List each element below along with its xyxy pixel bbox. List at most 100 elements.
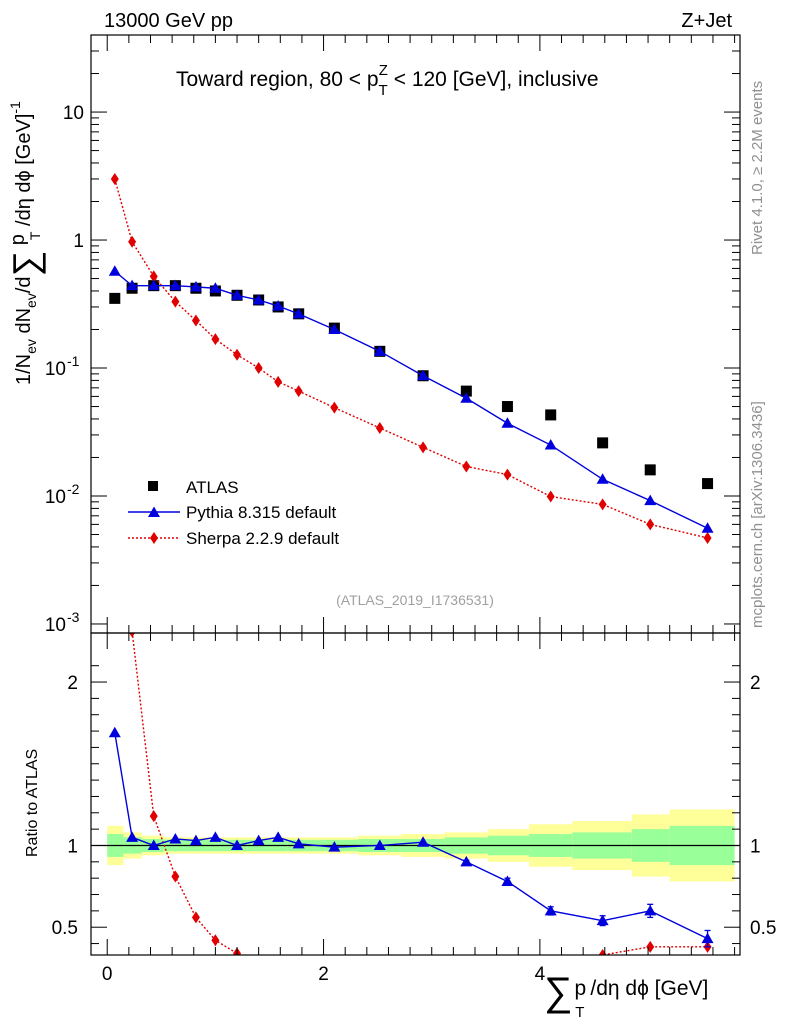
sherpa-ratio-point	[462, 960, 470, 972]
atlas-point	[545, 409, 557, 421]
pythia-ratio-point	[460, 855, 473, 867]
sherpa-point	[503, 468, 512, 481]
sherpa-point	[254, 362, 263, 375]
legend-atlas-marker	[148, 481, 158, 491]
pythia-ratio-point	[126, 831, 139, 842]
ratio-ytick-label: 2	[67, 673, 78, 694]
pythia-point	[328, 323, 341, 334]
sherpa-point	[149, 270, 158, 283]
pythia-point	[501, 417, 514, 428]
sherpa-ratio-point	[330, 964, 338, 976]
pythia-point	[272, 300, 285, 311]
xtick-label: 4	[535, 964, 546, 985]
ratio-series	[108, 633, 714, 976]
sherpa-ratio-point	[274, 960, 282, 972]
atlas-point	[644, 464, 656, 476]
pythia-ratio-point	[169, 832, 182, 844]
sherpa-point	[274, 375, 283, 388]
pythia-point	[544, 439, 557, 450]
pythia-ratio-point	[701, 932, 714, 944]
energy-label: 13000 GeV pp	[104, 10, 233, 32]
pythia-point	[644, 494, 657, 506]
atlas-point	[109, 292, 121, 304]
sherpa-ratio-point	[295, 962, 303, 974]
sherpa-point	[233, 348, 242, 361]
sherpa-point	[546, 490, 555, 503]
pythia-ratio-point	[644, 904, 657, 916]
legend-sherpa-label: Sherpa 2.2.9 default	[186, 529, 339, 548]
sherpa-ratio-point	[191, 911, 200, 924]
sherpa-ratio-point	[129, 633, 136, 638]
sherpa-point	[419, 441, 428, 454]
sherpa-point	[330, 401, 339, 414]
process-label: Z+Jet	[681, 10, 732, 32]
pythia-ratio-point	[231, 839, 244, 850]
ratio-panel-frame	[90, 632, 741, 956]
main-ylabel: 1/Nev dNev/d∑ pT /dη dϕ [GeV]-1	[5, 101, 46, 385]
pythia-point	[126, 279, 139, 291]
sherpa-point	[171, 295, 180, 308]
pythia-point	[147, 279, 160, 291]
main-ytick-exponent: -3	[67, 609, 80, 625]
pythia-point	[701, 522, 714, 533]
sherpa-point	[598, 498, 607, 511]
legend-pythia-marker	[148, 506, 160, 517]
ratio-ytick-label: 0.5	[52, 918, 78, 939]
pythia-ratio-point	[189, 834, 202, 846]
main-ytick-label: 10	[45, 487, 66, 508]
pythia-ratio-point	[292, 837, 305, 849]
pythia-ratio-point	[108, 726, 121, 738]
pythia-ratio-point	[209, 831, 222, 842]
pythia-point	[596, 473, 609, 484]
sherpa-ratio-point	[149, 810, 158, 823]
legend-pythia-label: Pythia 8.315 default	[186, 503, 337, 522]
sherpa-ratio-point	[171, 870, 180, 883]
plot-title: Toward region, 80 < pTZ < 120 [GeV], inc…	[176, 62, 599, 99]
main-ytick-exponent: -2	[67, 481, 80, 497]
sherpa-point	[110, 172, 119, 185]
pythia-ratio-point	[417, 836, 430, 847]
pythia-ratio-point	[373, 839, 386, 850]
sherpa-ratio-point	[376, 962, 384, 974]
sherpa-ratio-point	[503, 956, 511, 968]
pythia-point	[417, 369, 430, 381]
main-ytick-exponent: -1	[67, 353, 80, 369]
sherpa-point	[294, 385, 303, 398]
sherpa-point	[462, 460, 471, 473]
sherpa-ratio-point	[646, 940, 655, 953]
main-ytick-label: 10	[63, 103, 84, 124]
main-ytick-label: 1	[73, 231, 84, 252]
ratio-ytick-label-right: 1	[750, 836, 761, 857]
pythia-point	[189, 280, 202, 292]
pythia-ratio-point	[501, 875, 514, 886]
pythia-point	[373, 345, 386, 356]
analysis-id: (ATLAS_2019_I1736531)	[336, 592, 494, 608]
pythia-point	[231, 289, 244, 300]
atlas-point	[501, 401, 513, 413]
pythia-ratio-point	[596, 914, 609, 926]
pythia-point	[108, 265, 121, 276]
main-ytick-label: 10	[45, 615, 66, 636]
ratio-ytick-label: 1	[67, 836, 78, 857]
main-ytick-label: 10	[45, 359, 66, 380]
legend-atlas-label: ATLAS	[186, 478, 239, 497]
pythia-ratio-point	[252, 834, 265, 846]
sherpa-ratio-point	[211, 934, 220, 947]
atlas-point	[702, 478, 714, 490]
ratio-ytick-label-right: 0.5	[750, 918, 776, 939]
pythia-point	[292, 307, 305, 319]
pythia-ratio-point	[147, 839, 160, 850]
pythia-ratio-point	[272, 831, 285, 842]
pythia-ratio-point	[544, 904, 557, 916]
legend: ATLAS Pythia 8.315 default Sherpa 2.2.9 …	[128, 478, 339, 548]
sherpa-point	[646, 518, 655, 531]
ratio-ytick-label-right: 2	[750, 673, 761, 694]
mcplots-label: mcplots.cern.ch [arXiv:1306.3436]	[749, 401, 766, 628]
sherpa-point	[375, 421, 384, 434]
pythia-point	[209, 282, 222, 293]
sherpa-point	[128, 235, 137, 248]
sherpa-ratio-point	[419, 957, 427, 969]
